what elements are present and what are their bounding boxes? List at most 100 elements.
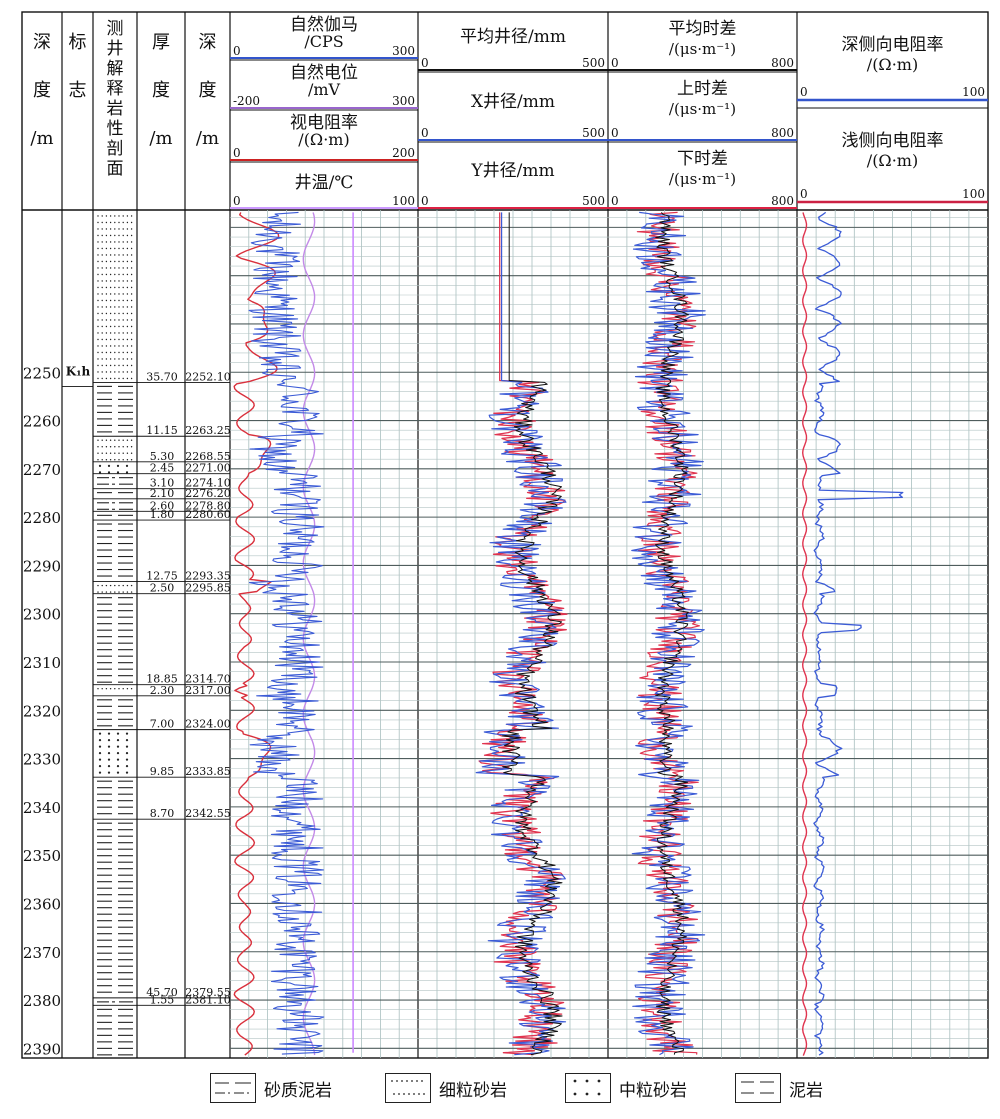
fine-sand-dot bbox=[109, 377, 112, 380]
fine-sand-dot bbox=[97, 221, 99, 224]
fine-sand-dot bbox=[101, 254, 103, 256]
track4-curve-name: 浅侧向电阻率 bbox=[842, 131, 944, 151]
medium-sand-dot bbox=[98, 758, 102, 761]
fine-sand-dot bbox=[114, 371, 116, 373]
x-caliper-curve bbox=[475, 212, 567, 1056]
fine-sand-dot bbox=[118, 267, 120, 269]
fine-sand-dot bbox=[105, 377, 108, 380]
fine-sand-dot bbox=[109, 286, 112, 289]
fine-sand-dot bbox=[126, 325, 129, 328]
track2-scale-min: 0 bbox=[421, 56, 429, 70]
fine-sand-dot bbox=[118, 459, 120, 461]
track1-scale-min: 0 bbox=[233, 194, 241, 208]
fine-sand-dot bbox=[105, 234, 108, 237]
fine-sand-dot bbox=[130, 234, 133, 237]
fine-sand-dot bbox=[126, 358, 129, 360]
lithology-layer: 8.70 2342.55 bbox=[93, 780, 231, 820]
fine-sand-dot bbox=[109, 306, 112, 308]
track3-scale-max: 800 bbox=[771, 126, 794, 140]
layer-thickness-label: 2.30 bbox=[150, 684, 175, 697]
medium-sand-dot bbox=[107, 471, 111, 474]
fine-sand-dot bbox=[114, 377, 116, 380]
track4-curve-unit: /(Ω·m) bbox=[867, 55, 918, 74]
fine-sand-dot bbox=[130, 452, 133, 454]
fine-sand-dot bbox=[114, 345, 116, 347]
fine-sand-dot bbox=[101, 345, 103, 347]
fine-sand-dot bbox=[105, 371, 108, 373]
medium-sand-dot bbox=[107, 464, 111, 467]
fine-sand-dot bbox=[122, 358, 124, 360]
fine-sand-dot bbox=[97, 584, 99, 587]
fine-sand-dot bbox=[130, 299, 133, 302]
fine-sand-dot bbox=[118, 332, 120, 334]
fine-sand-dot bbox=[118, 221, 120, 224]
fine-sand-dot bbox=[118, 254, 120, 256]
medium-sand-dot bbox=[116, 471, 120, 474]
fine-sand-dot bbox=[126, 293, 129, 295]
fine-sand-dot bbox=[126, 267, 129, 269]
depth-column-title: 深 bbox=[33, 32, 51, 53]
track1-curve-unit: /CPS bbox=[304, 32, 343, 51]
legend-item-mud: 泥岩 bbox=[735, 1072, 823, 1104]
medium-sand-dot bbox=[98, 765, 102, 768]
fine-sand-dot bbox=[122, 584, 124, 587]
track1-scale-max: 200 bbox=[392, 146, 415, 160]
fine-sand-dot bbox=[122, 371, 124, 373]
fine-sand-dot bbox=[97, 228, 99, 230]
fine-sand-dot bbox=[118, 584, 120, 587]
layer-depth-label: 2271.00 bbox=[185, 462, 231, 475]
legend-label-sandmud: 砂质泥岩 bbox=[264, 1080, 332, 1101]
fine-sand-dot bbox=[97, 459, 99, 461]
fine-sand-dot bbox=[122, 332, 124, 334]
fine-sand-dot bbox=[114, 325, 116, 328]
fine-sand-dot bbox=[101, 446, 103, 448]
track3-curve-unit: /(μs·m⁻¹) bbox=[669, 40, 736, 58]
fine-sand-dot bbox=[101, 439, 103, 441]
lithology-layer: 5.30 2268.55 bbox=[93, 439, 231, 463]
fine-sand-dot bbox=[114, 254, 116, 256]
depth-tick-label: 2330 bbox=[23, 751, 61, 769]
fine-sand-dot bbox=[130, 241, 133, 243]
layer-thickness-label: 1.55 bbox=[150, 993, 175, 1006]
fine-sand-dot bbox=[126, 312, 129, 315]
fine-sand-dot bbox=[97, 215, 99, 217]
fine-sand-dot bbox=[126, 332, 129, 334]
fine-sand-dot bbox=[109, 584, 112, 587]
fine-sand-dot bbox=[109, 332, 112, 334]
fine-sand-dot bbox=[105, 267, 108, 269]
track3-curve-name: 下时差 bbox=[677, 149, 728, 169]
fine-sand-dot bbox=[105, 247, 108, 250]
fine-sand-dot bbox=[130, 446, 133, 448]
fine-sand-dot bbox=[105, 325, 108, 328]
lithology-layer: 1.80 2280.60 bbox=[93, 508, 231, 521]
fine-sand-dot bbox=[109, 459, 112, 461]
fine-sand-dot bbox=[114, 299, 116, 302]
legend-swatch-medium bbox=[565, 1073, 611, 1103]
fine-sand-dot bbox=[105, 345, 108, 347]
fine-sand-dot bbox=[101, 299, 103, 302]
fine-sand-dot bbox=[97, 293, 99, 295]
lithology-layer: 2.10 2276.20 bbox=[93, 487, 231, 500]
medium-sand-dot bbox=[98, 771, 102, 774]
fine-sand-dot bbox=[126, 215, 129, 217]
fine-sand-dot bbox=[130, 439, 133, 441]
chart-frame bbox=[21, 11, 989, 1059]
fine-sand-dot bbox=[114, 267, 116, 269]
track4-scale-max: 100 bbox=[962, 187, 985, 201]
fine-sand-dot bbox=[114, 228, 116, 230]
lithology-layer: 9.85 2333.85 bbox=[93, 732, 231, 778]
fine-sand-dot bbox=[126, 584, 129, 587]
fine-sand-dot bbox=[109, 267, 112, 269]
fine-sand-dot bbox=[105, 293, 108, 295]
fine-sand-dot bbox=[105, 319, 108, 321]
fine-sand-dot bbox=[97, 358, 99, 360]
lithology-column-title: 性 bbox=[107, 119, 124, 139]
track4-curve-name: 深侧向电阻率 bbox=[842, 35, 944, 55]
fine-sand-dot bbox=[118, 260, 120, 263]
layer-thickness-label: 7.00 bbox=[150, 718, 175, 731]
fine-sand-dot bbox=[105, 358, 108, 360]
fine-sand-dot bbox=[118, 377, 120, 380]
fine-sand-dot bbox=[130, 280, 133, 282]
layer-depth-label: 2268.55 bbox=[185, 450, 231, 463]
fine-sand-dot bbox=[118, 338, 120, 341]
